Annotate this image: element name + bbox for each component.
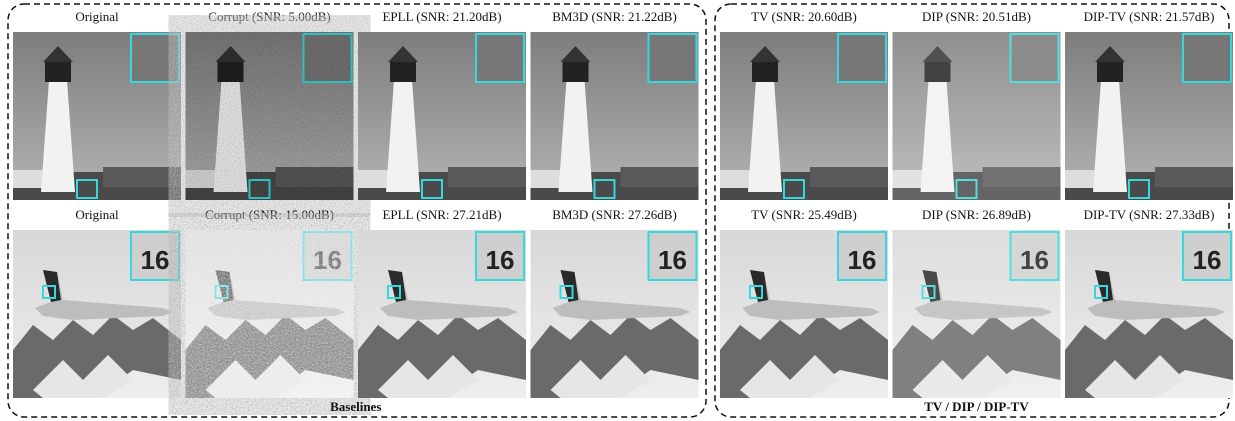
panel-image — [13, 230, 181, 398]
panel-image — [358, 230, 526, 398]
panel-caption: BM3D (SNR: 27.26dB) — [552, 207, 677, 222]
panel-caption: TV (SNR: 25.49dB) — [751, 207, 857, 222]
panel-caption: TV (SNR: 20.60dB) — [751, 9, 857, 24]
panel-caption: BM3D (SNR: 21.22dB) — [552, 9, 677, 24]
panel-caption: DIP-TV (SNR: 21.57dB) — [1084, 9, 1215, 24]
panel-image — [531, 230, 699, 398]
figure: 16 OriginalCorrupt (SNR: 5.00dB)EPLL (SN… — [0, 0, 1235, 421]
panel-image — [13, 32, 181, 200]
panel-image — [893, 32, 1061, 200]
panel-image — [720, 230, 888, 398]
panel-caption: DIP (SNR: 26.89dB) — [922, 207, 1031, 222]
panel-image — [358, 32, 526, 200]
panel-caption: DIP (SNR: 20.51dB) — [922, 9, 1031, 24]
panel-caption: EPLL (SNR: 27.21dB) — [382, 207, 501, 222]
panel-caption: Original — [75, 207, 119, 222]
panel-image — [186, 32, 354, 200]
panel-caption: Corrupt (SNR: 5.00dB) — [208, 9, 330, 24]
panel-image — [1065, 32, 1233, 200]
group-label: Baselines — [330, 399, 381, 414]
group-label: TV / DIP / DIP-TV — [924, 399, 1029, 414]
panel-image — [1065, 230, 1233, 398]
panel-caption: Original — [75, 9, 119, 24]
panel-caption: Corrupt (SNR: 15.00dB) — [205, 207, 334, 222]
panel-image — [531, 32, 699, 200]
panel-caption: EPLL (SNR: 21.20dB) — [382, 9, 501, 24]
panel-image — [893, 230, 1061, 398]
panel-caption: DIP-TV (SNR: 27.33dB) — [1084, 207, 1215, 222]
panel-image — [186, 230, 354, 398]
panel-image — [720, 32, 888, 200]
